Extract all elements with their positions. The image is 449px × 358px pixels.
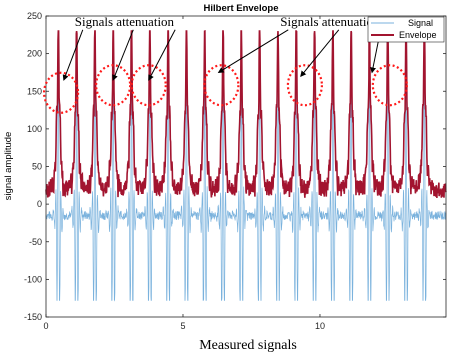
chart-title: Hilbert Envelope (204, 3, 279, 14)
y-tick-label: -50 (29, 237, 42, 247)
y-tick-label: -150 (24, 312, 42, 322)
y-axis-label: signal amplitude (3, 132, 14, 201)
x-tick-label: 0 (43, 321, 48, 331)
annotation-label: Signals attenuation (280, 14, 380, 29)
x-tick-label: 10 (315, 321, 325, 331)
legend-label-envelope: Envelope (399, 30, 437, 40)
x-axis-label: Measured signals (199, 338, 297, 353)
x-tick-label: 5 (180, 321, 185, 331)
y-tick-label: 100 (27, 124, 42, 134)
y-tick-label: 200 (27, 49, 42, 59)
y-tick-label: -100 (24, 274, 42, 284)
annotation-label: Signals attenuation (75, 14, 175, 29)
y-tick-label: 0 (37, 199, 42, 209)
legend-label-signal: Signal (408, 18, 433, 28)
y-tick-label: 50 (32, 162, 42, 172)
y-tick-label: 150 (27, 86, 42, 96)
y-tick-label: 250 (27, 11, 42, 21)
legend: Signal Envelope (368, 17, 444, 42)
